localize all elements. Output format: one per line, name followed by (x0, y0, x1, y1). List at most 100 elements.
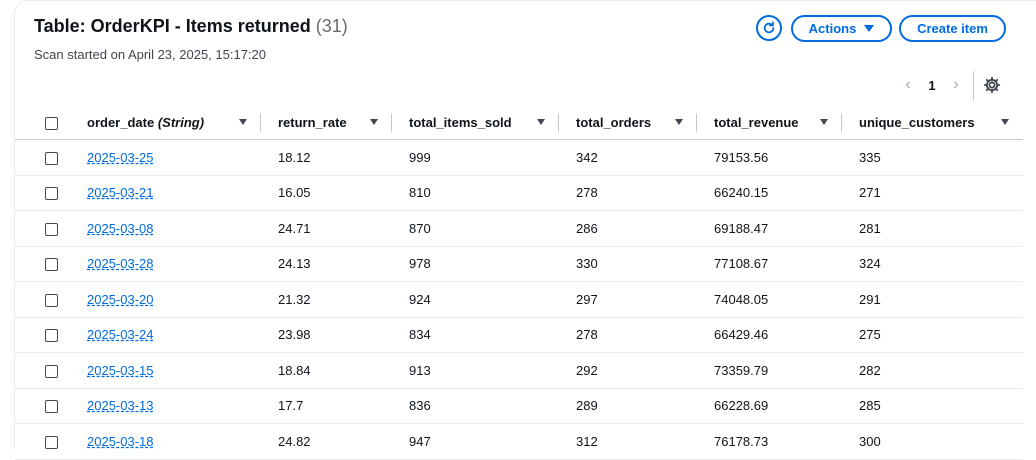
select-all-cell (15, 105, 68, 140)
table-cell-return-rate: 17.7 (261, 388, 392, 424)
cell-value: 289 (576, 398, 598, 414)
cell-value: 810 (409, 185, 431, 201)
table-header-row: order_date (String) return_rate total_it… (15, 105, 1023, 140)
sort-caret-icon[interactable] (239, 119, 247, 125)
table-cell-order-date: 2025-03-08 (68, 210, 261, 247)
column-header-total-items-sold[interactable]: total_items_sold (392, 105, 559, 140)
cell-value: 978 (409, 256, 431, 272)
previous-page-icon[interactable]: ‹ (905, 76, 911, 93)
scan-status: Scan started on April 23, 2025, 15:17:20 (34, 47, 267, 62)
table-cell-total-revenue: 76178.73 (697, 423, 842, 460)
sort-caret-icon[interactable] (370, 119, 378, 125)
row-checkbox[interactable] (45, 151, 58, 165)
table-cell-return-rate: 24.82 (261, 423, 392, 460)
table-cell-order-date: 2025-03-28 (68, 246, 261, 282)
item-link[interactable]: 2025-03-21 (87, 185, 154, 201)
cell-value: 834 (409, 327, 431, 343)
sort-caret-icon[interactable] (1001, 119, 1009, 125)
column-header-return-rate[interactable]: return_rate (261, 105, 392, 140)
table-cell-unique-customers: 271 (842, 175, 1023, 211)
create-item-button[interactable]: Create item (899, 15, 1006, 42)
cell-value: 335 (859, 149, 881, 165)
actions-button[interactable]: Actions (791, 15, 892, 42)
item-link[interactable]: 2025-03-28 (87, 256, 154, 272)
table-cell-total-orders: 330 (559, 246, 697, 282)
cell-value: 73359.79 (714, 362, 769, 378)
cell-value: 21.32 (278, 291, 311, 307)
table-cell-order-date: 2025-03-25 (68, 139, 261, 176)
row-select-cell (15, 175, 68, 211)
row-select-cell (15, 139, 68, 176)
row-checkbox[interactable] (45, 329, 58, 343)
column-header-order-date[interactable]: order_date (String) (68, 105, 261, 140)
table-row: 2025-03-28 24.13 978 330 77108.67 324 (15, 246, 1023, 282)
table-cell-return-rate: 18.84 (261, 352, 392, 389)
cell-value: 16.05 (278, 185, 311, 201)
item-link[interactable]: 2025-03-24 (87, 327, 154, 343)
row-select-cell (15, 423, 68, 460)
table-cell-total-revenue: 74048.05 (697, 281, 842, 318)
refresh-icon (763, 21, 775, 34)
cell-value: 24.13 (278, 256, 311, 272)
page-number[interactable]: 1 (928, 77, 936, 93)
row-checkbox[interactable] (45, 293, 58, 307)
table-cell-total-orders: 342 (559, 139, 697, 176)
table-cell-total-orders: 292 (559, 352, 697, 389)
cell-value: 278 (576, 185, 598, 201)
cell-value: 836 (409, 398, 431, 414)
table-cell-unique-customers: 282 (842, 352, 1023, 389)
row-checkbox[interactable] (45, 400, 58, 414)
row-checkbox[interactable] (45, 435, 58, 449)
sort-caret-icon[interactable] (675, 119, 683, 125)
sort-caret-icon[interactable] (820, 119, 828, 125)
row-select-cell (15, 317, 68, 353)
column-header-total-revenue[interactable]: total_revenue (697, 105, 842, 140)
table-cell-order-date: 2025-03-13 (68, 388, 261, 424)
column-divider (841, 114, 842, 132)
sort-caret-icon[interactable] (537, 119, 545, 125)
item-link[interactable]: 2025-03-20 (87, 291, 154, 307)
column-label: return_rate (278, 114, 347, 130)
table-row: 2025-03-08 24.71 870 286 69188.47 281 (15, 210, 1023, 247)
cell-value: 999 (409, 149, 431, 165)
table-cell-order-date: 2025-03-21 (68, 175, 261, 211)
row-checkbox[interactable] (45, 187, 58, 201)
row-checkbox[interactable] (45, 364, 58, 378)
item-link[interactable]: 2025-03-15 (87, 362, 154, 378)
cell-value: 312 (576, 433, 598, 449)
table-title: Table: OrderKPI - Items returned (34, 16, 311, 36)
item-link[interactable]: 2025-03-13 (87, 398, 154, 414)
table-cell-return-rate: 18.12 (261, 139, 392, 176)
column-label: total_items_sold (409, 114, 512, 130)
table-row: 2025-03-15 18.84 913 292 73359.79 282 (15, 352, 1023, 389)
table-cell-total-items-sold: 810 (392, 175, 559, 211)
column-header-unique-customers[interactable]: unique_customers (842, 105, 1023, 140)
refresh-button[interactable] (756, 15, 782, 41)
table-cell-return-rate: 16.05 (261, 175, 392, 211)
next-page-icon[interactable]: › (953, 76, 959, 93)
table-row: 2025-03-20 21.32 924 297 74048.05 291 (15, 281, 1023, 318)
row-checkbox[interactable] (45, 258, 58, 272)
cell-value: 342 (576, 149, 598, 165)
column-label: total_orders (576, 114, 652, 130)
table-row: 2025-03-25 18.12 999 342 79153.56 335 (15, 139, 1023, 176)
settings-gear-icon[interactable] (983, 76, 1001, 94)
row-checkbox[interactable] (45, 222, 58, 236)
select-all-checkbox[interactable] (45, 116, 58, 130)
column-label: order_date (87, 114, 155, 130)
row-select-cell (15, 210, 68, 247)
table-cell-return-rate: 23.98 (261, 317, 392, 353)
column-header-total-orders[interactable]: total_orders (559, 105, 697, 140)
column-divider (696, 114, 697, 132)
row-select-cell (15, 246, 68, 282)
table-cell-unique-customers: 335 (842, 139, 1023, 176)
table-cell-total-orders: 278 (559, 317, 697, 353)
cell-value: 18.12 (278, 149, 311, 165)
item-link[interactable]: 2025-03-18 (87, 433, 154, 449)
item-link[interactable]: 2025-03-25 (87, 149, 154, 165)
table-row: 2025-03-21 16.05 810 278 66240.15 271 (15, 175, 1023, 211)
table-cell-total-orders: 286 (559, 210, 697, 247)
table-cell-total-items-sold: 913 (392, 352, 559, 389)
item-link[interactable]: 2025-03-08 (87, 220, 154, 236)
cell-value: 275 (859, 327, 881, 343)
